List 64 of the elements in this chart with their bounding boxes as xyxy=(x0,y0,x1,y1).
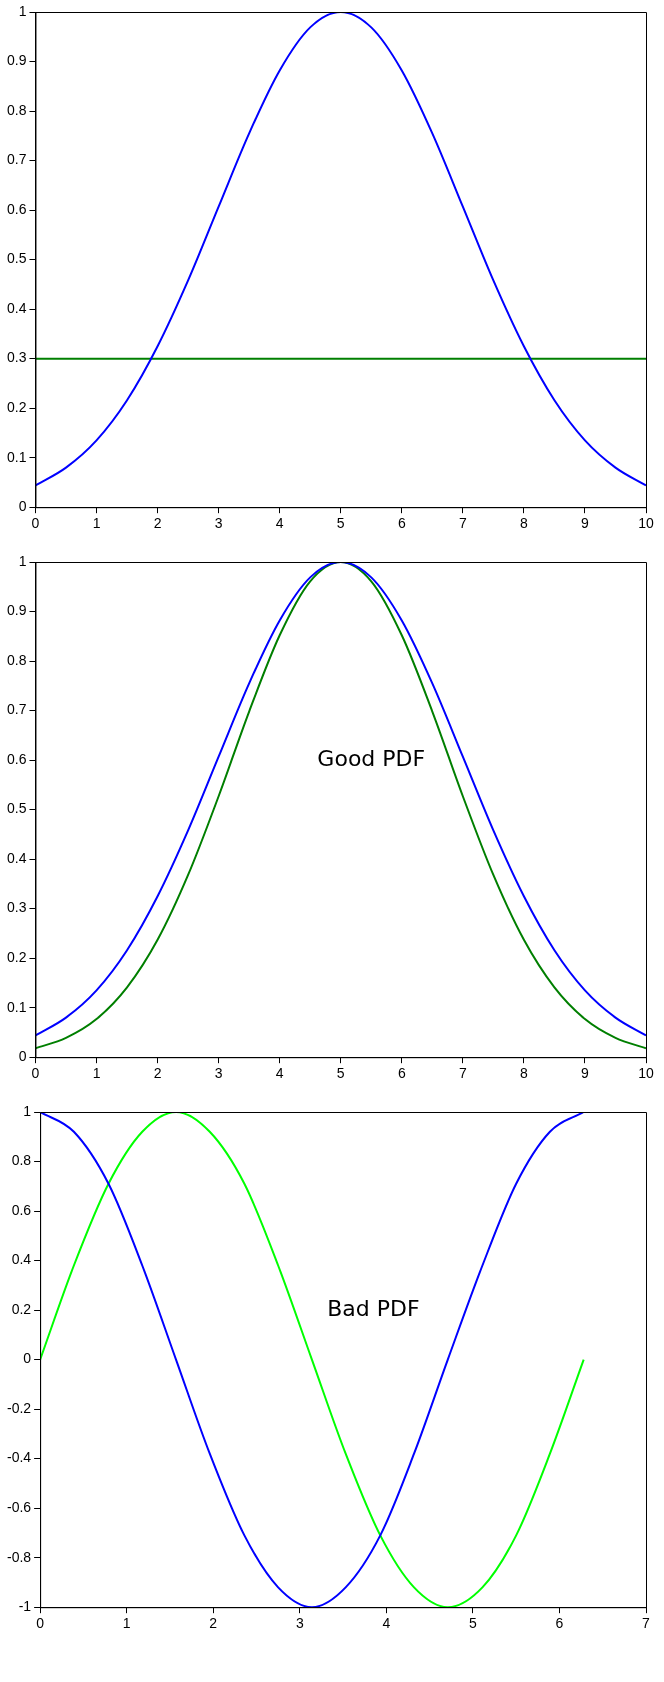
x-tick-label: 8 xyxy=(519,515,528,532)
x-tick-label: 5 xyxy=(468,1615,477,1632)
y-tick-label: 0.8 xyxy=(11,1152,32,1169)
y-tick-label: 0.4 xyxy=(6,849,27,866)
x-tick-label: 1 xyxy=(92,1065,101,1082)
y-tick-label: 0.2 xyxy=(6,949,27,966)
y-tick-label: 0 xyxy=(23,1350,32,1367)
x-tick-label: 6 xyxy=(397,515,406,532)
x-tick-label: 6 xyxy=(555,1615,564,1632)
x-tick-label: 7 xyxy=(458,515,467,532)
y-tick-label: -0.2 xyxy=(7,1399,32,1416)
line-series xyxy=(35,12,646,487)
y-tick-label: 0.4 xyxy=(11,1251,32,1268)
x-tick-label: 6 xyxy=(397,1065,406,1082)
y-tick-label: 0.6 xyxy=(11,1201,32,1218)
x-tick-label: 4 xyxy=(275,1065,284,1082)
y-tick-label: -0.4 xyxy=(7,1449,32,1466)
x-tick-label: 7 xyxy=(458,1065,467,1082)
y-tick-label: 0.8 xyxy=(6,101,27,118)
x-tick-label: 3 xyxy=(214,1065,223,1082)
y-tick-label: -0.6 xyxy=(7,1499,32,1516)
y-tick-label: 0.6 xyxy=(6,200,27,217)
y-tick-label: 0.4 xyxy=(6,299,27,316)
annotation: Bad PDF xyxy=(327,1295,420,1321)
x-tick-label: 4 xyxy=(275,515,284,532)
x-tick-label: 3 xyxy=(214,515,223,532)
y-tick-label: 1 xyxy=(18,552,27,569)
x-tick-label: 2 xyxy=(153,1065,162,1082)
x-tick-label: 0 xyxy=(36,1615,45,1632)
x-tick-label: 10 xyxy=(638,515,654,532)
y-tick-label: 0.3 xyxy=(6,899,27,916)
y-tick-label: 1 xyxy=(18,2,27,19)
x-tick-label: 5 xyxy=(336,515,345,532)
y-tick-label: 0.8 xyxy=(6,651,27,668)
y-tick-label: 0.7 xyxy=(6,151,27,168)
x-tick-label: 3 xyxy=(295,1615,304,1632)
x-tick-label: 4 xyxy=(382,1615,391,1632)
y-tick-label: 0.6 xyxy=(6,750,27,767)
x-tick-label: 7 xyxy=(642,1615,651,1632)
x-tick-label: 1 xyxy=(122,1615,131,1632)
y-tick-label: 0 xyxy=(18,498,27,515)
x-tick-label: 2 xyxy=(153,515,162,532)
x-tick-label: 2 xyxy=(209,1615,218,1632)
annotation: Good PDF xyxy=(317,745,426,771)
y-tick-label: 0.1 xyxy=(6,998,27,1015)
x-tick-label: 9 xyxy=(581,1065,590,1082)
y-tick-label: 0.5 xyxy=(6,250,27,267)
x-tick-label: 1 xyxy=(92,515,101,532)
y-tick-label: 0.5 xyxy=(6,800,27,817)
y-tick-label: 0.7 xyxy=(6,701,27,718)
y-tick-label: 1 xyxy=(23,1102,32,1119)
x-tick-label: 10 xyxy=(638,1065,654,1082)
y-tick-label: -0.8 xyxy=(7,1548,32,1565)
y-tick-label: 0.3 xyxy=(6,349,27,366)
y-tick-label: 0.2 xyxy=(6,399,27,416)
y-tick-label: 0.9 xyxy=(6,602,27,619)
y-tick-label: 0.2 xyxy=(11,1300,32,1317)
y-tick-label: 0.1 xyxy=(6,448,27,465)
x-tick-label: 8 xyxy=(519,1065,528,1082)
x-tick-label: 9 xyxy=(581,515,590,532)
y-tick-label: 0 xyxy=(18,1048,27,1065)
y-tick-label: -1 xyxy=(18,1598,32,1615)
x-tick-label: 5 xyxy=(336,1065,345,1082)
y-tick-label: 0.9 xyxy=(6,52,27,69)
